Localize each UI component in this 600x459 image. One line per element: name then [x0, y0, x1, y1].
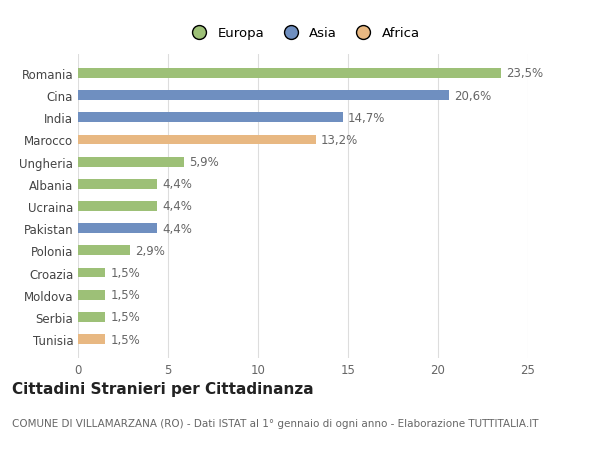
Text: 4,4%: 4,4%: [163, 178, 193, 191]
Text: 23,5%: 23,5%: [506, 67, 544, 80]
Bar: [78, 69, 501, 79]
Text: 2,9%: 2,9%: [136, 244, 166, 257]
Legend: Europa, Asia, Africa: Europa, Asia, Africa: [181, 22, 425, 45]
Text: 20,6%: 20,6%: [454, 90, 491, 102]
Text: 4,4%: 4,4%: [163, 222, 193, 235]
Text: Cittadini Stranieri per Cittadinanza: Cittadini Stranieri per Cittadinanza: [12, 381, 314, 396]
Text: 5,9%: 5,9%: [190, 156, 220, 169]
Bar: [78, 268, 105, 278]
Text: 1,5%: 1,5%: [110, 333, 140, 346]
Bar: [78, 334, 105, 344]
Bar: [78, 312, 105, 322]
Text: COMUNE DI VILLAMARZANA (RO) - Dati ISTAT al 1° gennaio di ogni anno - Elaborazio: COMUNE DI VILLAMARZANA (RO) - Dati ISTAT…: [12, 418, 539, 428]
Text: 1,5%: 1,5%: [110, 311, 140, 324]
Bar: [78, 246, 130, 256]
Text: 13,2%: 13,2%: [321, 134, 358, 147]
Bar: [78, 290, 105, 300]
Bar: [78, 157, 184, 167]
Text: 4,4%: 4,4%: [163, 200, 193, 213]
Bar: [78, 91, 449, 101]
Bar: [78, 113, 343, 123]
Text: 14,7%: 14,7%: [348, 112, 385, 124]
Text: 1,5%: 1,5%: [110, 289, 140, 302]
Bar: [78, 135, 316, 145]
Text: 1,5%: 1,5%: [110, 266, 140, 280]
Bar: [78, 179, 157, 190]
Bar: [78, 202, 157, 212]
Bar: [78, 224, 157, 234]
